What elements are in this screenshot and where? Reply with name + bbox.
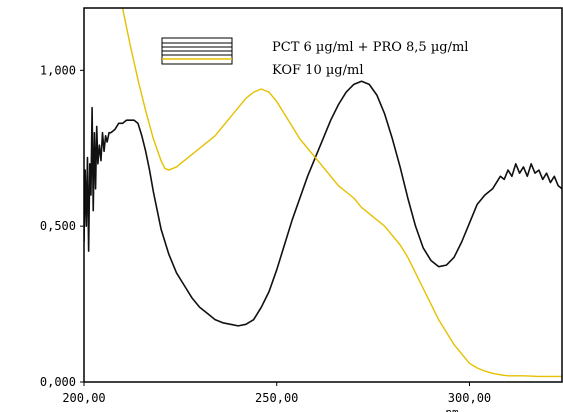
- x-tick-label-1: 250,00: [255, 391, 298, 405]
- series-line-1: [84, 80, 563, 327]
- legend-label-series-1: PCT 6 µg/ml + PRO 8,5 µg/ml: [272, 40, 468, 55]
- x-axis: 200,00 250,00 300,00: [62, 382, 491, 405]
- series-line-2: [121, 8, 562, 378]
- y-tick-label-2: 1,000: [40, 63, 76, 77]
- x-tick-label-2: 300,00: [448, 391, 491, 405]
- series-layer: [84, 8, 563, 378]
- y-tick-label-0: 0,000: [40, 375, 76, 389]
- plot-frame: [83, 7, 563, 383]
- y-axis: 0,000 0,500 1,000: [40, 63, 84, 389]
- legend-label-series-2: KOF 10 µg/ml: [272, 63, 363, 78]
- x-axis-unit-label: nm: [445, 406, 459, 412]
- plot-background: [84, 8, 562, 382]
- x-tick-label-0: 200,00: [62, 391, 105, 405]
- y-tick-label-1: 0,500: [40, 219, 76, 233]
- legend: PCT 6 µg/ml + PRO 8,5 µg/ml KOF 10 µg/ml: [161, 37, 468, 78]
